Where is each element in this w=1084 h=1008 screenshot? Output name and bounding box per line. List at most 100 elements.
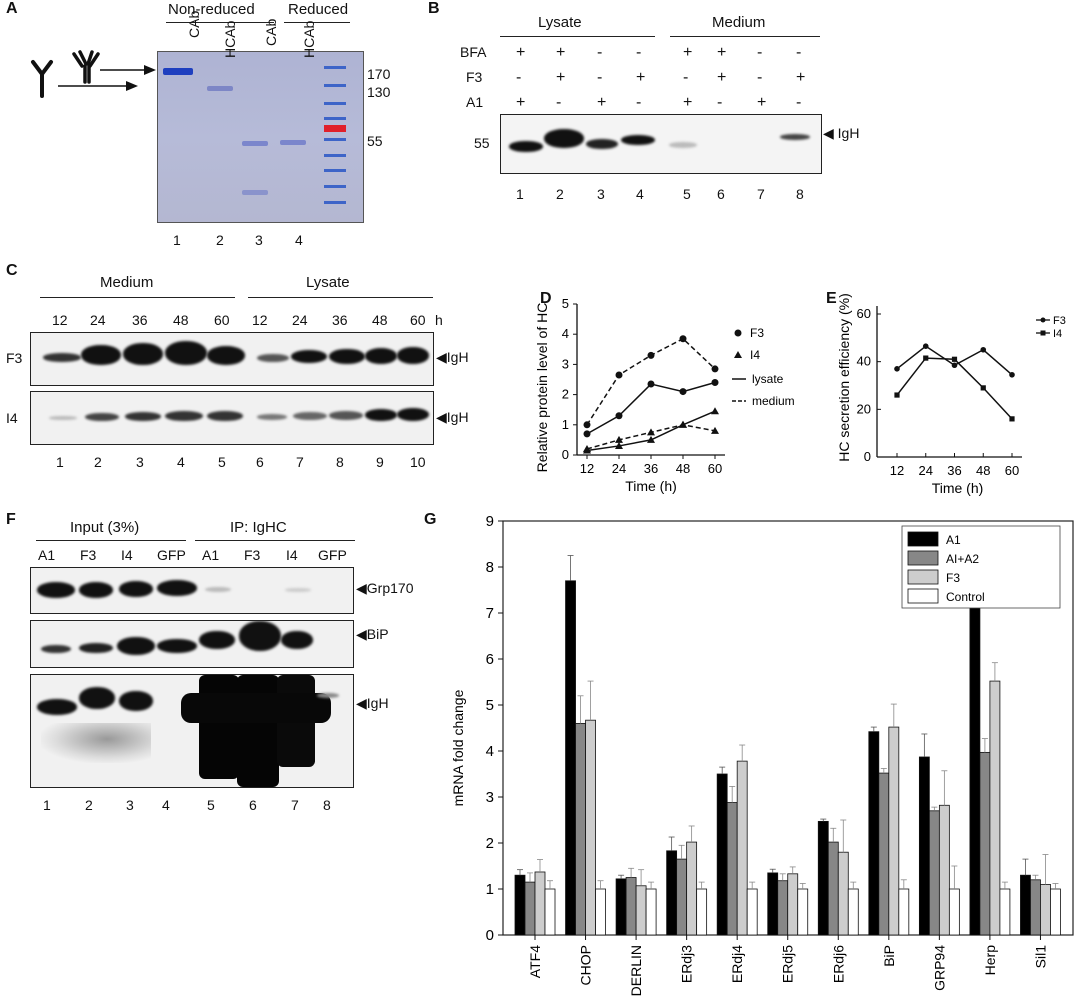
treatment-sign: +	[597, 94, 607, 111]
data-point	[615, 441, 623, 449]
legend-marker-f3	[1040, 317, 1046, 323]
marker-b-55: 55	[474, 135, 490, 151]
blot-c-i4	[30, 391, 434, 445]
bar	[827, 841, 839, 936]
lane-number: 3	[597, 186, 605, 202]
bar	[666, 850, 678, 936]
bar	[746, 888, 758, 936]
lane-number: 5	[207, 797, 215, 813]
lane-number: 1	[516, 186, 524, 202]
legend-swatch	[907, 550, 939, 566]
lane-number: 5	[683, 186, 691, 202]
band-label-b-igh: ◀ IgH	[823, 125, 859, 142]
lane-number: 3	[136, 454, 144, 470]
data-point	[615, 412, 623, 420]
y-tick-label: 8	[486, 559, 494, 576]
line-medium	[670, 36, 820, 37]
line-c-medium	[40, 297, 235, 298]
timepoint-label: 60	[410, 312, 426, 328]
treatment-sign: -	[556, 94, 562, 111]
band-label-c-f3-text: IgH	[446, 349, 469, 365]
bar	[595, 888, 606, 936]
panel-label-b: B	[428, 0, 440, 17]
bar	[989, 680, 1001, 936]
lane-number: 4	[162, 797, 170, 813]
treatment-sign: +	[516, 44, 526, 61]
data-point	[583, 421, 591, 429]
timepoint-label: 48	[372, 312, 388, 328]
y-tick-label: 6	[486, 651, 494, 668]
arrow-icon: ◀	[356, 695, 367, 711]
treatment-sign: +	[796, 69, 806, 86]
category-label: Herp	[982, 945, 998, 976]
data-point	[647, 428, 655, 436]
row-label-c-f3: F3	[6, 350, 23, 366]
arrow-icon: ◀	[356, 626, 367, 642]
timepoint-label: 12	[52, 312, 68, 328]
legend-marker-f3	[734, 329, 742, 337]
timepoint-label: 24	[90, 312, 106, 328]
category-label: DERLIN	[628, 945, 644, 996]
arrow-icon: ◀	[436, 349, 447, 365]
data-point	[894, 366, 900, 372]
marker-55: 55	[367, 133, 383, 149]
gel-band-hcab-nonreduced	[207, 86, 233, 91]
bar	[635, 885, 647, 936]
timepoint-label: 24	[292, 312, 308, 328]
bar	[736, 760, 748, 936]
legend-marker-i4	[1040, 330, 1046, 336]
series-line	[586, 381, 716, 435]
data-point	[1009, 371, 1015, 378]
timepoint-label: 36	[332, 312, 348, 328]
y-tick-label: 5	[486, 697, 494, 714]
y-axis-label: HC secretion efficiency (%)	[836, 293, 852, 462]
category-label: GRP94	[931, 945, 947, 991]
panel-label-d: D	[540, 290, 552, 307]
band-label-f-igh: ◀IgH	[356, 695, 389, 712]
lane-number: 8	[796, 186, 804, 202]
treatment-sign: +	[757, 94, 767, 111]
lane-label: F3	[244, 547, 261, 563]
bar	[615, 878, 627, 936]
treatment-sign: -	[717, 94, 723, 111]
band-label-b-igh-text: IgH	[837, 125, 860, 141]
data-point	[711, 365, 719, 373]
y-tick-label: 4	[562, 326, 569, 341]
lane-number-a2: 2	[216, 232, 224, 248]
treatment-sign: -	[636, 94, 642, 111]
lane-number: 6	[256, 454, 264, 470]
lane-number: 2	[85, 797, 93, 813]
marker-170: 170	[367, 66, 391, 82]
x-tick-label: 24	[919, 463, 933, 478]
y-tick-label: 3	[562, 356, 569, 371]
group-f-input: Input (3%)	[70, 519, 140, 536]
line-c-lysate	[248, 297, 433, 298]
data-point	[615, 371, 623, 379]
legend-swatch	[907, 569, 939, 585]
category-label: ATF4	[527, 945, 543, 978]
y-tick-label: 2	[486, 835, 494, 852]
y-tick-label: 7	[486, 605, 494, 622]
data-point	[679, 420, 687, 428]
time-unit: h	[435, 312, 443, 328]
lane-label: GFP	[157, 547, 186, 563]
treatment-sign: -	[796, 44, 802, 61]
data-point	[980, 385, 986, 391]
lane-number: 8	[336, 454, 344, 470]
treatment-sign: +	[556, 69, 566, 86]
lane-number: 2	[556, 186, 564, 202]
category-label: ERdj5	[780, 945, 796, 983]
bar	[534, 871, 546, 936]
row-label-c-i4: I4	[6, 410, 18, 426]
lane-number: 10	[410, 454, 426, 470]
lane-number: 2	[94, 454, 102, 470]
data-point	[647, 351, 655, 359]
y-tick-label: 60	[857, 306, 871, 321]
lane-number: 9	[376, 454, 384, 470]
row-label-bfa: BFA	[460, 44, 487, 60]
line-f-input	[36, 540, 186, 541]
header-line-non-reduced	[166, 22, 274, 23]
lane-number-a1: 1	[173, 232, 181, 248]
legend-f3: F3	[750, 326, 764, 340]
